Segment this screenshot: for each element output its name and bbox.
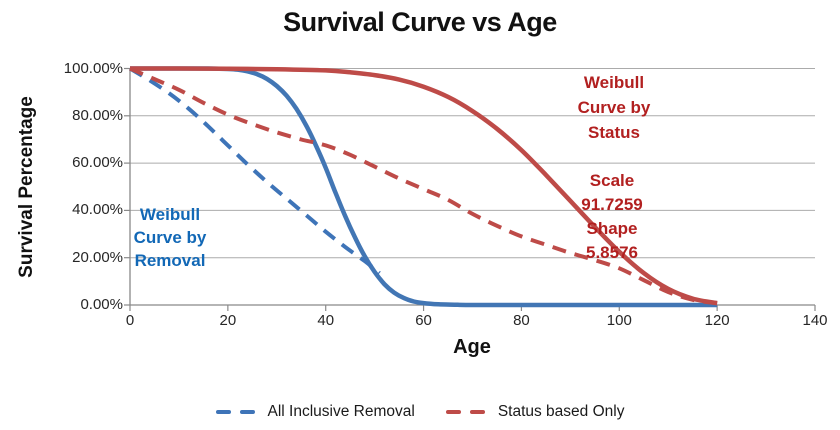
x-tick-label: 100 [606, 312, 632, 329]
annotation-weibull-scale-shape: Scale 91.7259 Shape 5.8576 [581, 169, 642, 265]
annotation-line: Curve by [133, 228, 207, 247]
legend-label: Status based Only [497, 403, 625, 420]
annotation-line: Removal [134, 251, 206, 270]
chart-title: Survival Curve vs Age [283, 7, 557, 37]
dashed-line-swatch-icon [215, 410, 255, 414]
x-axis-title: Age [453, 336, 491, 358]
annotation-line: Weibull [583, 73, 645, 92]
legend-item-status-based-only: Status based Only [445, 403, 625, 421]
annotation-line: Status [588, 123, 640, 142]
annotation-line: 5.8576 [585, 243, 638, 262]
x-tick-label: 20 [219, 312, 237, 329]
y-tick-label: 20.00% [72, 248, 123, 266]
legend-label: All Inclusive Removal [267, 403, 415, 420]
y-tick-label: 80.00% [72, 106, 123, 124]
x-tick-label: 120 [704, 312, 730, 329]
x-tick-label: 140 [802, 312, 828, 329]
y-tick-label: 60.00% [72, 154, 123, 172]
annotation-line: Curve by [577, 98, 651, 117]
x-tick-label: 60 [415, 312, 432, 329]
annotation-line: Scale [589, 171, 635, 190]
series-all-inclusive-removal [128, 66, 381, 275]
y-axis-title: Survival Percentage [16, 96, 37, 278]
y-tick-label: 40.00% [72, 201, 123, 219]
series-status-based-only [129, 66, 718, 306]
annotation-line: Weibull [139, 205, 201, 224]
x-tick-label: 80 [513, 312, 530, 329]
y-tick-label: 100.00% [63, 59, 123, 77]
legend-item-all-inclusive-removal: All Inclusive Removal [215, 403, 415, 421]
x-tick-label: 0 [125, 312, 135, 329]
annotation-line: 91.7259 [581, 195, 643, 214]
y-tick-label: 0.00% [80, 296, 123, 313]
annotation-weibull-curve-by-status: Weibull Curve by Status [578, 70, 651, 145]
dashed-line-swatch-icon [445, 410, 485, 414]
annotation-line: Shape [586, 219, 638, 238]
x-tick-label: 40 [317, 312, 335, 329]
series-weibull-curve-by-status [129, 66, 718, 306]
annotation-weibull-curve-by-removal: Weibull Curve by Removal [134, 203, 207, 272]
legend: All Inclusive Removal Status based Only [0, 403, 840, 421]
